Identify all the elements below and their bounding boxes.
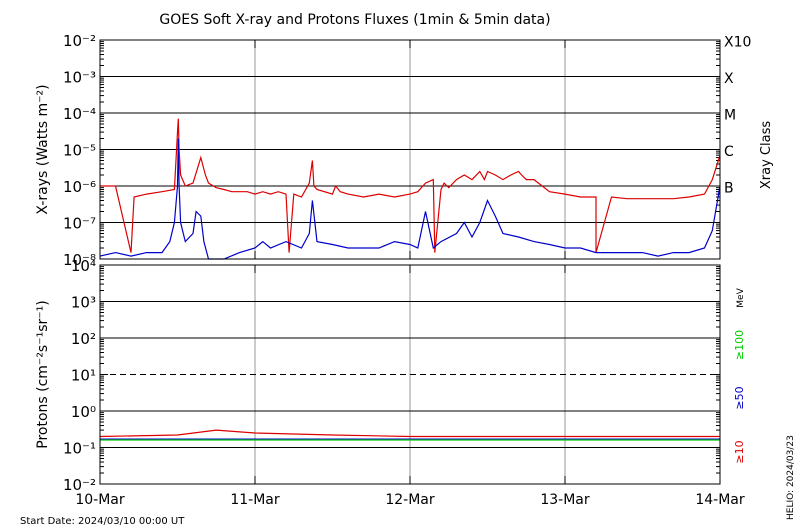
y-tick-label: 10⁻⁶	[63, 178, 96, 196]
xray-class-label: B	[724, 181, 734, 197]
series-line-0	[99, 429, 720, 438]
xray-class-label: C	[724, 144, 734, 160]
x-tick-label: 12-Mar	[385, 492, 435, 508]
y-tick-label: 10³	[71, 294, 96, 312]
y-tick-label: 10⁻¹	[63, 440, 96, 458]
series-line-0	[100, 118, 721, 253]
protons-panel: 10⁴ 10³ 10² 10¹ 10⁰ 10⁻¹ 10⁻² Protons (cm⁻²s⁻¹s…	[35, 257, 746, 508]
y-tick-label: 10¹	[71, 367, 96, 385]
energy-label: ≥10	[733, 440, 746, 463]
helio-date-label: HELIO: 2024/03/23	[786, 435, 796, 520]
xray-panel: 10⁻² 10⁻³ 10⁻⁴ 10⁻⁵ 10⁻⁶ 10⁻⁷ 10⁻⁸ X-rays (Watt…	[35, 32, 774, 269]
y-tick-label: 10⁴	[71, 257, 96, 275]
y-tick-label: 10⁻³	[63, 69, 96, 87]
chart-title: GOES Soft X-ray and Protons Fluxes (1min…	[159, 12, 550, 28]
y-tick-label: 10⁻⁸	[63, 251, 96, 269]
xray-class-label: X	[724, 71, 734, 87]
x-tick-label: 11-Mar	[230, 492, 280, 508]
y-tick-label: 10⁰	[71, 403, 96, 421]
y-tick-label: 10²	[71, 330, 96, 348]
start-date-label: Start Date: 2024/03/10 00:00 UT	[20, 516, 185, 527]
xray-class-label: M	[724, 108, 736, 124]
x-tick-label: 13-Mar	[540, 492, 590, 508]
y-tick-label: 10⁻⁵	[63, 142, 96, 160]
y-tick-label: 10⁻²	[63, 32, 96, 50]
series-line-1	[99, 138, 721, 260]
energy-label: ≥50	[733, 386, 746, 409]
y-tick-label: 10⁻⁴	[63, 105, 96, 123]
xray-class-label: X10	[724, 35, 751, 51]
y-axis-label: Protons (cm⁻²s⁻¹sr⁻¹)	[35, 300, 51, 449]
energy-label: ≥100	[733, 330, 746, 360]
xray-class-axis-label: Xray Class	[759, 121, 774, 189]
y-axis-label: X-rays (Watts m⁻²)	[35, 84, 51, 214]
x-tick-label: 10-Mar	[75, 492, 125, 508]
x-tick-label: 14-Mar	[695, 492, 745, 508]
energy-label: MeV	[736, 287, 746, 307]
y-tick-label: 10⁻²	[63, 476, 96, 494]
y-tick-label: 10⁻⁷	[63, 215, 96, 233]
